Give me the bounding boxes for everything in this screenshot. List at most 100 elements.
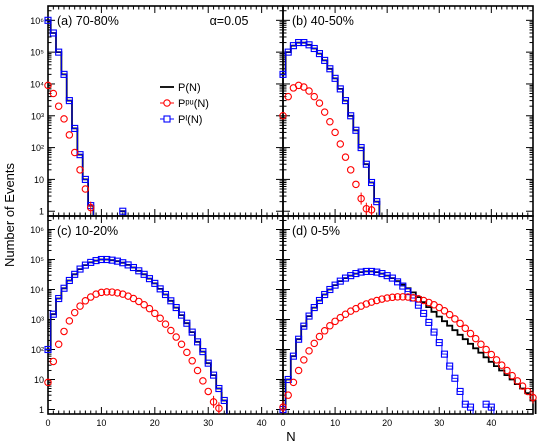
legend-label: Pᵖᵘ(N) [178, 98, 209, 110]
x-tick-label: 40 [486, 418, 496, 428]
series-PI-point [188, 328, 196, 336]
series-PI-point [347, 272, 355, 280]
panel-frame [47, 5, 284, 217]
series-PI-point [352, 270, 360, 278]
series-PI-point [362, 267, 370, 275]
series-Ppu-point [414, 295, 423, 303]
series-Ppu-point [49, 357, 58, 366]
series-PI-point [92, 257, 100, 265]
series-Ppu-point [113, 289, 122, 297]
series-PI-point [300, 322, 308, 330]
y-tick-label: 10 [34, 375, 44, 385]
series-PI-point [113, 257, 121, 265]
series-Ppu-point [172, 333, 180, 341]
series-PI-point [161, 290, 170, 299]
series-Ppu-point [54, 102, 63, 110]
panel-frame [282, 215, 534, 415]
series-PI-line [280, 42, 380, 216]
x-tick-label: 30 [203, 418, 213, 428]
series-Ppu-point [331, 317, 339, 326]
series-Ppu-point [352, 180, 360, 189]
series-PI-point [71, 270, 79, 278]
series-PI-point [220, 396, 228, 405]
series-PI-point [352, 126, 360, 134]
series-Ppu-point [151, 309, 159, 318]
series-PI-point [336, 85, 344, 93]
series-PI-point [210, 371, 218, 379]
series-Ppu-point [140, 301, 148, 309]
y-tick-label: 1 [39, 207, 44, 217]
series-Ppu-point [456, 319, 464, 328]
legend-swatch-marker [163, 115, 171, 123]
series-Ppu-point [399, 293, 407, 301]
series-PI-point [367, 267, 376, 275]
series-PI-point [119, 259, 127, 267]
series-PI-point [357, 268, 365, 276]
series-PI-point [305, 41, 313, 49]
series-PI-point [279, 70, 287, 78]
panel-frame [47, 215, 284, 415]
series-PI-point [487, 403, 495, 411]
series-PI-point [199, 348, 207, 356]
series-PI-point [456, 387, 464, 395]
series-Ppu-point [204, 387, 212, 396]
panel-frame [282, 5, 534, 217]
series-PI-point [172, 304, 180, 312]
series-Ppu-point [92, 290, 100, 298]
series-Ppu-point [44, 81, 52, 90]
series-Ppu-point [466, 329, 475, 338]
series-Ppu-point [336, 313, 345, 322]
series-Ppu-point [97, 288, 106, 297]
series-PI-point [71, 124, 79, 132]
series-Ppu-point [508, 371, 516, 380]
series-Ppu-point [81, 185, 90, 193]
series-Ppu-point [289, 378, 298, 387]
y-tick-label: 10² [31, 345, 44, 355]
y-tick-label: 10² [31, 143, 44, 153]
series-PI-point [65, 276, 73, 285]
series-PI-point [140, 270, 148, 278]
series-PI-point [305, 312, 313, 320]
series-PI-point [76, 265, 84, 273]
x-axis-title: N [286, 429, 295, 444]
series-PI-point [394, 278, 402, 286]
series-PI-point [44, 16, 52, 24]
series-Ppu-point [372, 296, 381, 305]
series-PI-point [362, 160, 370, 168]
series-PI-point [81, 175, 89, 183]
series-Ppu-point [378, 295, 386, 303]
series-PI-point [373, 198, 381, 206]
legend-item: P(N) [160, 82, 201, 94]
series-Ppu-point [445, 310, 454, 319]
series-Ppu-point [76, 302, 84, 310]
series-PI-point [44, 345, 52, 354]
panel-c: 1 10 10² 10³ 10⁴ 10⁵ 10⁶ (c) 10-20% [30, 215, 284, 415]
series-PI-point [326, 285, 334, 294]
legend-label: P(N) [178, 82, 201, 94]
series-PI-point [321, 290, 329, 299]
series-PI-point [103, 255, 111, 264]
series-PI-point [300, 39, 308, 47]
series-Ppu-point [294, 81, 303, 90]
series-PI-point [49, 310, 57, 318]
y-tick-label: 10³ [31, 315, 44, 325]
series-Ppu-point [388, 293, 397, 302]
series-Ppu-point [310, 339, 318, 348]
series-Ppu-point [461, 324, 470, 333]
series-Ppu-point [70, 308, 79, 317]
series-PI-point [310, 304, 318, 312]
series-Ppu-point [167, 326, 175, 335]
series-Ppu-point [145, 304, 154, 313]
series-PI-point [446, 362, 454, 370]
panel-label: (a) 70-80% [57, 14, 119, 28]
y-tick-label: 10⁶ [30, 225, 44, 235]
series-PI-point [404, 288, 412, 296]
alpha-label: α=0.05 [210, 14, 249, 28]
series-PI-point [60, 70, 68, 78]
series-Ppu-point [279, 112, 287, 120]
series-PI-point [65, 97, 73, 105]
x-tick-label: 20 [150, 418, 160, 428]
series-Ppu-point [70, 148, 79, 157]
series-Ppu-point [518, 382, 527, 390]
series-Ppu-point [404, 293, 412, 301]
